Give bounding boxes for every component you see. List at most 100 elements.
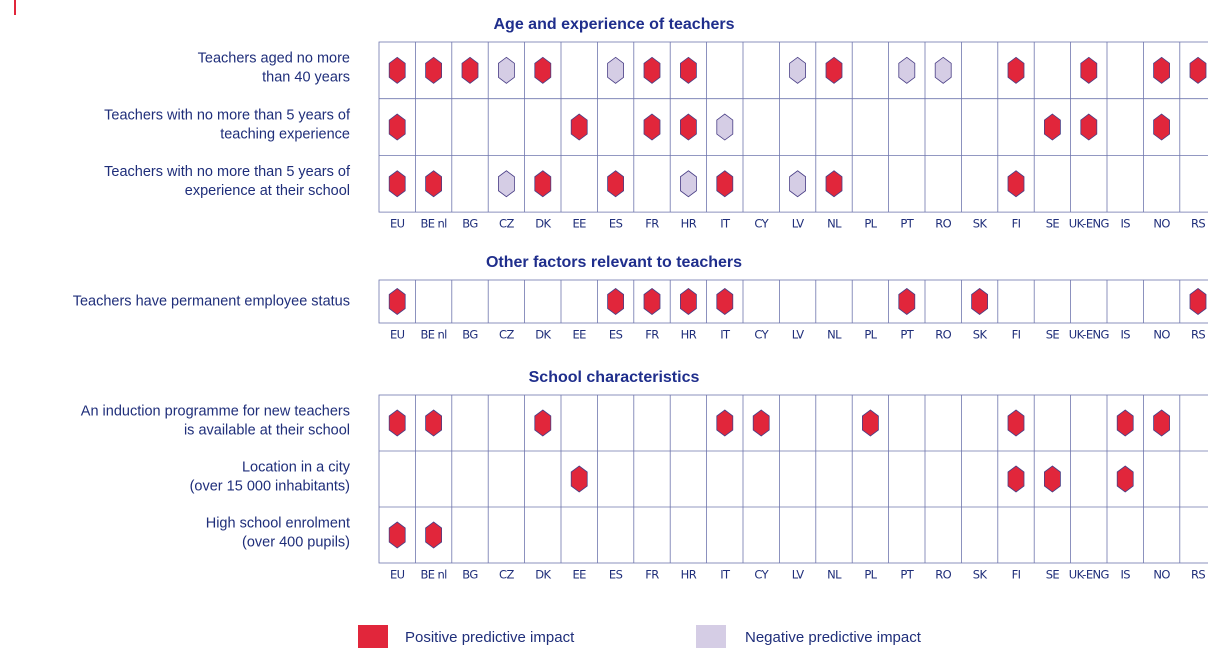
positive-marker [425, 521, 443, 549]
grid-frame [378, 41, 1208, 213]
positive-marker [643, 288, 661, 315]
column-label: LV [792, 328, 805, 342]
column-label: ES [609, 328, 623, 342]
positive-marker [534, 409, 552, 437]
column-label: EU [390, 217, 405, 231]
row-label: Teachers with no more than 5 years of [104, 164, 351, 180]
column-label: FR [645, 217, 659, 231]
positive-marker [570, 113, 588, 141]
column-label: PL [864, 217, 877, 231]
positive-marker [1153, 56, 1170, 84]
positive-marker [1153, 113, 1170, 141]
positive-marker [388, 113, 406, 141]
positive-marker [425, 409, 443, 437]
column-label: DK [535, 217, 551, 231]
column-label: FR [645, 568, 659, 582]
column-label: BE nl [420, 217, 447, 231]
positive-marker [534, 170, 552, 198]
column-label: EE [573, 217, 587, 231]
negative-marker [680, 170, 697, 198]
legend-label: Positive predictive impact [405, 629, 575, 646]
column-label: HR [681, 568, 697, 582]
row-label: Location in a city [242, 459, 351, 475]
column-label: UK-ENG [1069, 568, 1109, 582]
column-label: PL [864, 568, 877, 582]
column-label: BG [462, 217, 477, 231]
legend-swatch [358, 625, 388, 648]
column-label: PT [900, 328, 914, 342]
column-label: NL [827, 568, 842, 582]
positive-marker [1007, 465, 1025, 493]
column-label: LV [792, 217, 805, 231]
positive-marker [1007, 56, 1025, 84]
row-label: is available at their school [184, 422, 350, 438]
column-label: PT [900, 217, 914, 231]
column-label: PT [900, 568, 914, 582]
positive-marker [1116, 465, 1134, 493]
row-label: Teachers aged no more [198, 51, 350, 67]
column-label: IS [1120, 217, 1130, 231]
row-label: (over 400 pupils) [242, 534, 350, 550]
column-label: ES [609, 217, 623, 231]
grid-frame [378, 279, 1208, 324]
legend-label: Negative predictive impact [745, 629, 922, 646]
positive-marker [643, 56, 661, 84]
positive-marker [461, 56, 479, 84]
legend-swatch [696, 625, 726, 648]
column-label: UK-ENG [1069, 217, 1109, 231]
negative-marker [789, 56, 806, 84]
negative-marker [497, 170, 515, 198]
column-label: NO [1153, 568, 1170, 582]
column-label: BG [462, 568, 477, 582]
positive-marker [425, 56, 443, 84]
column-label: RO [935, 328, 951, 342]
positive-marker [716, 170, 734, 198]
positive-marker [425, 170, 443, 198]
positive-marker [1189, 288, 1207, 315]
column-label: DK [535, 568, 551, 582]
positive-marker [716, 288, 734, 315]
column-label: RO [935, 568, 951, 582]
row-label: High school enrolment [206, 515, 350, 531]
column-label: EE [573, 328, 587, 342]
negative-marker [607, 56, 624, 84]
positive-marker [388, 170, 406, 198]
column-label: RS [1191, 328, 1205, 342]
column-label: HR [681, 328, 697, 342]
positive-marker [388, 288, 406, 315]
column-label: RS [1191, 568, 1205, 582]
positive-marker [680, 56, 697, 84]
column-label: FR [645, 328, 659, 342]
column-label: NL [827, 328, 842, 342]
column-label: IS [1120, 328, 1130, 342]
column-label: IT [720, 328, 731, 342]
section-title: Other factors relevant to teachers [486, 254, 742, 271]
column-label: CY [754, 328, 769, 342]
negative-marker [497, 56, 515, 84]
positive-marker [1080, 113, 1098, 141]
column-label: HR [681, 217, 697, 231]
positive-marker [607, 170, 624, 198]
column-label: CZ [499, 217, 514, 231]
column-label: ES [609, 568, 623, 582]
positive-marker [570, 465, 588, 493]
column-label: SE [1046, 217, 1060, 231]
positive-marker [752, 409, 770, 437]
positive-marker [388, 521, 406, 549]
column-label: UK-ENG [1069, 328, 1109, 342]
column-label: SE [1046, 568, 1060, 582]
positive-marker [1044, 465, 1061, 493]
column-label: CZ [499, 568, 514, 582]
positive-marker [388, 56, 406, 84]
column-label: CY [754, 568, 769, 582]
positive-marker [971, 288, 988, 315]
positive-marker [680, 113, 697, 141]
column-label: CY [754, 217, 769, 231]
row-label: (over 15 000 inhabitants) [190, 478, 350, 494]
column-label: BE nl [420, 568, 447, 582]
row-label: An induction programme for new teachers [81, 403, 350, 419]
positive-marker [1080, 56, 1098, 84]
positive-marker [1189, 56, 1207, 84]
positive-marker [862, 409, 879, 437]
